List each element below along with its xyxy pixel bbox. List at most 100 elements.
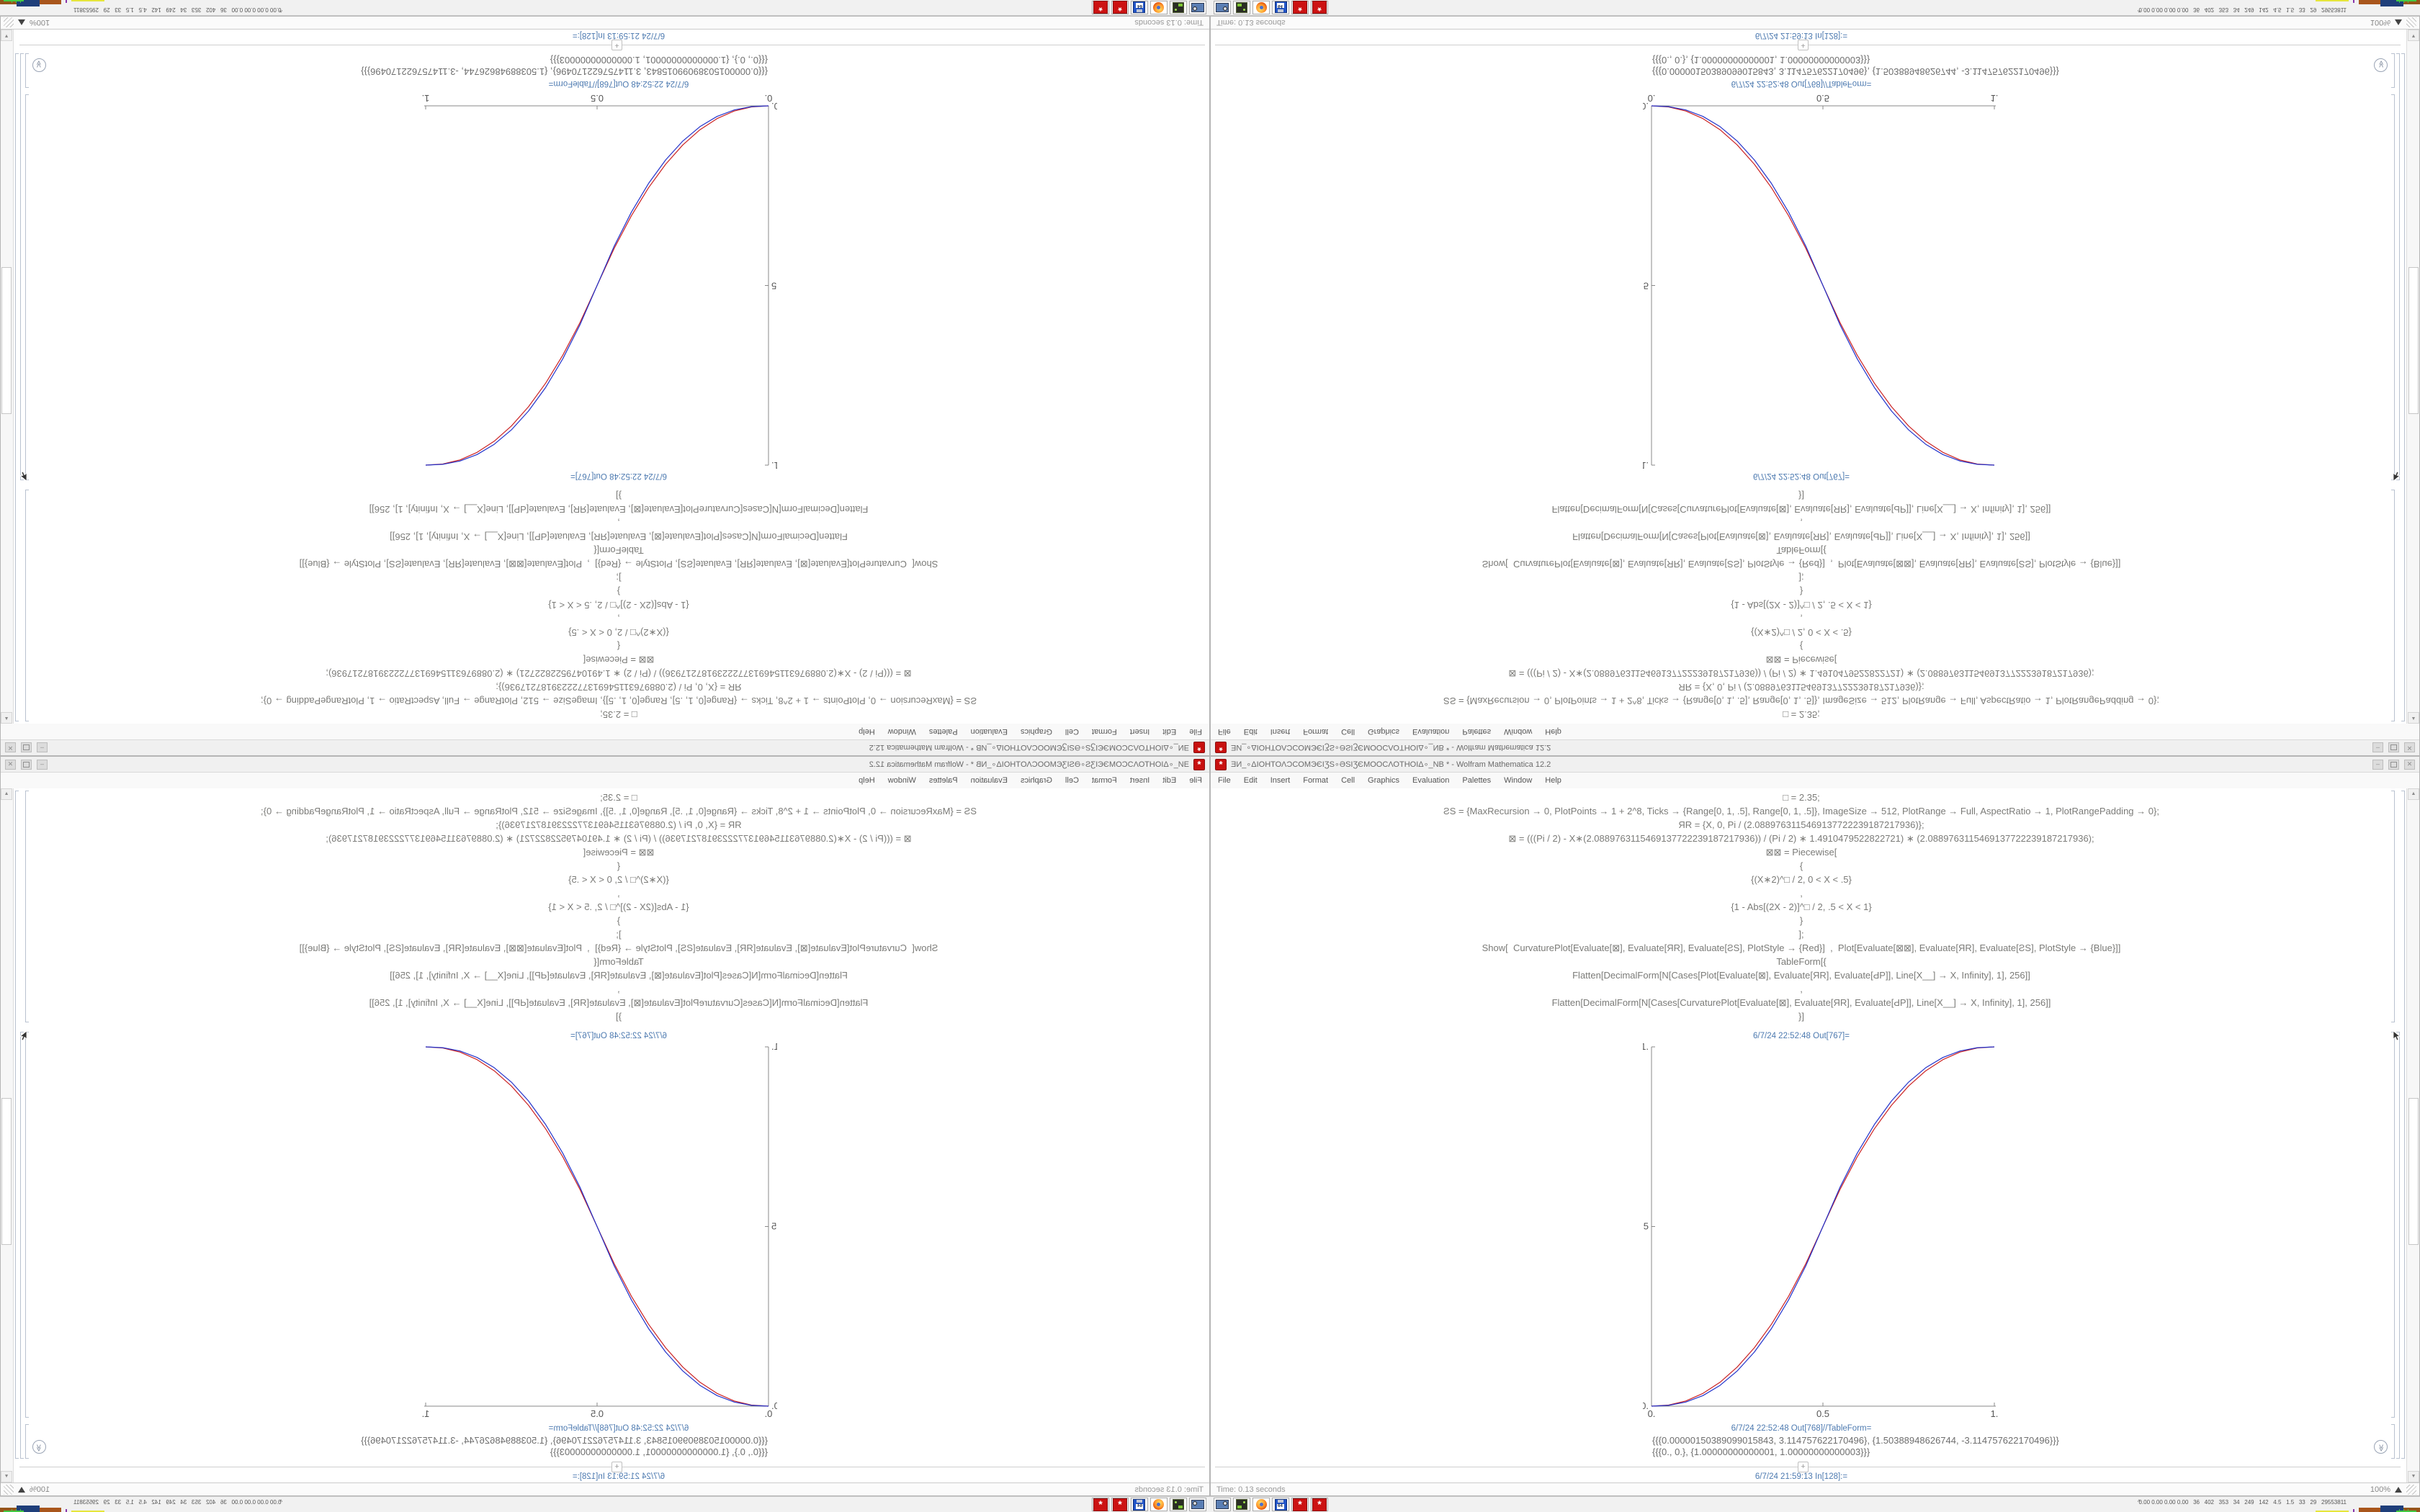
minimize-button[interactable]: – bbox=[37, 742, 48, 753]
package-manager-icon[interactable] bbox=[1170, 1, 1187, 14]
cell-bracket-input[interactable] bbox=[25, 791, 29, 1022]
floppy-save-icon[interactable]: 64 bbox=[1131, 1498, 1148, 1511]
insert-cell-plus-button[interactable]: + bbox=[611, 1462, 622, 1472]
code-line[interactable]: {1 - Abs[(2X - 2)]^□ / 2, .5 < X < 1} bbox=[548, 600, 689, 611]
code-line[interactable]: {1 - Abs[(2X - 2)]^□ / 2, .5 < X < 1} bbox=[1731, 901, 1872, 912]
menu-item[interactable]: Evaluation bbox=[1412, 776, 1450, 785]
vertical-scrollbar[interactable]: ▲ ▼ bbox=[1, 30, 14, 724]
cell-bracket-input[interactable] bbox=[2391, 791, 2395, 1022]
minimize-button[interactable]: – bbox=[2372, 742, 2383, 753]
menu-item[interactable]: Format bbox=[1303, 727, 1329, 736]
resize-grip[interactable] bbox=[4, 17, 14, 28]
magnification-dropdown-icon[interactable] bbox=[18, 1486, 25, 1493]
mathematica-taskbar-icon[interactable]: * bbox=[1111, 1498, 1129, 1511]
cell-bracket-plot-output[interactable] bbox=[2391, 94, 2395, 480]
code-line[interactable]: } bbox=[617, 915, 621, 926]
code-line[interactable]: TableForm[{ bbox=[1776, 956, 1827, 967]
package-manager-icon[interactable] bbox=[1233, 1498, 1250, 1511]
scroll-up-arrow-icon[interactable]: ▲ bbox=[1, 788, 12, 800]
menu-item[interactable]: Palettes bbox=[928, 727, 958, 736]
titlebar[interactable]: * ƎИ_∘ΔΙΟΗΤΟΛϽCOMЭЄIƷS∘ƏSIƷЄMOOCΛΟΤΗΟΙΔ∘… bbox=[1211, 757, 2419, 773]
menu-item[interactable]: Graphics bbox=[1020, 776, 1052, 785]
screenshot-tool-icon[interactable] bbox=[1214, 1, 1231, 14]
screenshot-tool-icon[interactable] bbox=[1189, 1, 1206, 14]
menu-item[interactable]: Edit bbox=[1243, 776, 1258, 785]
cell-bracket-table-output[interactable] bbox=[25, 1424, 29, 1459]
resize-grip[interactable] bbox=[2406, 1484, 2416, 1495]
magnification-dropdown-icon[interactable] bbox=[2395, 19, 2402, 26]
cell-bracket-output-group[interactable] bbox=[20, 53, 24, 480]
code-line[interactable]: {(X∗2)^□ / 2, 0 < X < .5} bbox=[568, 627, 669, 638]
cell-bracket-table-output[interactable] bbox=[2391, 53, 2395, 88]
close-button[interactable]: ✕ bbox=[2404, 759, 2415, 770]
code-line[interactable]: { bbox=[1799, 860, 1803, 871]
code-line[interactable]: } bbox=[1799, 915, 1803, 926]
magnification-value[interactable]: 100% bbox=[2370, 1485, 2390, 1494]
code-line[interactable]: □ = 2.35; bbox=[600, 709, 637, 720]
menu-item[interactable]: Graphics bbox=[1020, 727, 1052, 736]
code-line[interactable]: TableForm[{ bbox=[593, 545, 644, 556]
maximize-button[interactable] bbox=[21, 742, 32, 753]
code-line[interactable]: ⊠ = (((Pi / 2) - X∗(2.088976311546913772… bbox=[1508, 668, 2094, 679]
mathematica-taskbar-icon-2[interactable]: * bbox=[1092, 1498, 1109, 1511]
code-line[interactable]: ƧS = {MaxRecursion → 0, PlotPoints → 1 +… bbox=[1443, 806, 2159, 816]
menu-item[interactable]: File bbox=[1189, 727, 1202, 736]
code-line[interactable]: ƧS = {MaxRecursion → 0, PlotPoints → 1 +… bbox=[261, 696, 977, 706]
code-line[interactable]: Flatten[DecimalForm[N[Cases[CurvaturePlo… bbox=[1551, 504, 2051, 515]
menu-item[interactable]: Insert bbox=[1129, 727, 1150, 736]
scrollbar-thumb[interactable] bbox=[1, 1098, 12, 1245]
code-line[interactable]: ]; bbox=[616, 572, 622, 583]
cell-bracket-group[interactable] bbox=[2401, 791, 2405, 1459]
resize-grip[interactable] bbox=[2406, 17, 2416, 28]
cell-bracket-table-output[interactable] bbox=[25, 53, 29, 88]
vertical-scrollbar[interactable]: ▲ ▼ bbox=[2406, 30, 2419, 724]
minimize-button[interactable]: – bbox=[2372, 759, 2383, 770]
code-line[interactable]: □ = 2.35; bbox=[600, 792, 637, 803]
code-line[interactable]: Show[ CurvaturePlot[Evaluate[⊠], Evaluat… bbox=[299, 559, 938, 570]
code-line[interactable]: ЯR = {X, 0, Pi / (2.08897631154691377222… bbox=[1678, 819, 1924, 830]
vertical-scrollbar[interactable]: ▲ ▼ bbox=[2406, 788, 2419, 1482]
code-line[interactable]: ⊠ = (((Pi / 2) - X∗(2.088976311546913772… bbox=[326, 668, 912, 679]
maximize-button[interactable] bbox=[2388, 742, 2399, 753]
mathematica-taskbar-icon-2[interactable]: * bbox=[1311, 1, 1328, 14]
code-line[interactable]: Flatten[DecimalForm[N[Cases[CurvaturePlo… bbox=[369, 997, 869, 1008]
magnification-value[interactable]: 100% bbox=[2370, 18, 2390, 27]
scroll-down-arrow-icon[interactable]: ▼ bbox=[2408, 1471, 2419, 1482]
code-line[interactable]: { bbox=[617, 860, 621, 871]
tray-caret-icon[interactable]: ^ bbox=[2137, 1498, 2141, 1506]
close-button[interactable]: ✕ bbox=[5, 742, 16, 753]
menu-item[interactable]: Edit bbox=[1162, 776, 1177, 785]
code-line[interactable]: ⊠⊠ = Piecewise[ bbox=[1765, 847, 1837, 858]
cell-bracket-plot-output[interactable] bbox=[25, 94, 29, 480]
code-line[interactable]: }] bbox=[1798, 1011, 1804, 1022]
jump-to-end-button[interactable]: ≫ bbox=[2374, 1440, 2388, 1454]
titlebar[interactable]: * ƎИ_∘ΔΙΟΗΤΟΛϽCOMЭЄIƷS∘ƏSIƷЄMOOCΛΟΤΗΟΙΔ∘… bbox=[1, 757, 1209, 773]
scroll-up-arrow-icon[interactable]: ▲ bbox=[2408, 788, 2419, 800]
code-line[interactable]: TableForm[{ bbox=[593, 956, 644, 967]
code-line[interactable]: Show[ CurvaturePlot[Evaluate[⊠], Evaluat… bbox=[1482, 942, 2121, 953]
code-line[interactable]: TableForm[{ bbox=[1776, 545, 1827, 556]
menu-item[interactable]: Palettes bbox=[1462, 776, 1492, 785]
code-line[interactable]: Flatten[DecimalForm[N[Cases[Plot[Evaluat… bbox=[1572, 970, 2030, 981]
code-line[interactable]: , bbox=[1800, 984, 1803, 994]
menu-item[interactable]: Insert bbox=[1270, 776, 1291, 785]
screenshot-tool-icon[interactable] bbox=[1189, 1498, 1206, 1511]
code-line[interactable]: Show[ CurvaturePlot[Evaluate[⊠], Evaluat… bbox=[1482, 559, 2121, 570]
scroll-up-arrow-icon[interactable]: ▲ bbox=[1, 712, 12, 724]
menu-item[interactable]: Window bbox=[887, 776, 916, 785]
magnification-value[interactable]: 100% bbox=[30, 1485, 50, 1494]
magnification-dropdown-icon[interactable] bbox=[2395, 1486, 2402, 1493]
code-line[interactable]: , bbox=[617, 613, 620, 624]
code-line[interactable]: }] bbox=[616, 1011, 622, 1022]
code-line[interactable]: ⊠ = (((Pi / 2) - X∗(2.088976311546913772… bbox=[1508, 833, 2094, 844]
menu-item[interactable]: Format bbox=[1303, 776, 1329, 785]
code-line[interactable]: Flatten[DecimalForm[N[Cases[CurvaturePlo… bbox=[369, 504, 869, 515]
code-line[interactable]: Show[ CurvaturePlot[Evaluate[⊠], Evaluat… bbox=[299, 942, 938, 953]
menu-item[interactable]: Evaluation bbox=[970, 776, 1008, 785]
code-line[interactable]: ]; bbox=[1798, 929, 1804, 940]
mathematica-taskbar-icon[interactable]: * bbox=[1291, 1, 1309, 14]
menu-item[interactable]: Evaluation bbox=[1412, 727, 1450, 736]
mathematica-taskbar-icon[interactable]: * bbox=[1111, 1, 1129, 14]
code-line[interactable]: {(X∗2)^□ / 2, 0 < X < .5} bbox=[1751, 627, 1852, 638]
code-line[interactable]: , bbox=[1800, 613, 1803, 624]
